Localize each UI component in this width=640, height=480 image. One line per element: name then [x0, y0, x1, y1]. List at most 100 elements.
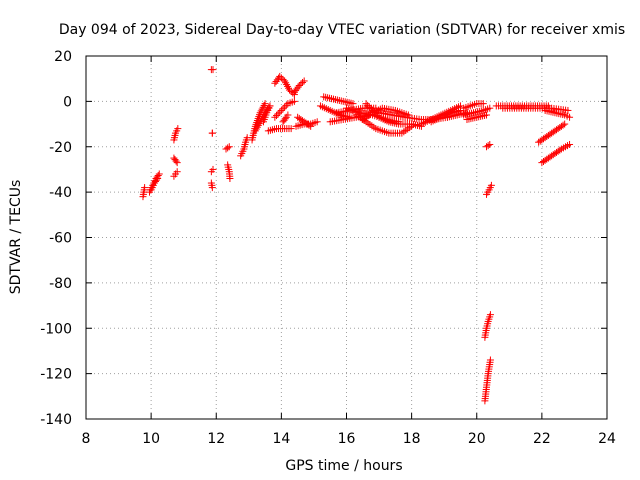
data-point — [274, 110, 282, 118]
y-tick-labels: 20 0 -20 -40 -60 -80 -100 -120 -140 — [40, 49, 72, 428]
data-point — [272, 112, 280, 120]
data-point — [141, 184, 149, 192]
x-tick-label: 10 — [142, 431, 160, 447]
data-point — [305, 121, 313, 129]
x-tick-label: 16 — [338, 431, 356, 447]
data-point — [487, 181, 495, 189]
data-point — [564, 106, 572, 114]
x-tick-label: 12 — [207, 431, 225, 447]
y-tick-label: -140 — [40, 412, 72, 428]
data-point — [174, 125, 182, 133]
data-point — [277, 106, 285, 114]
data-point — [254, 121, 262, 129]
data-point — [283, 81, 291, 89]
data-point — [208, 184, 216, 192]
data-point — [255, 120, 263, 128]
data-point — [300, 77, 308, 85]
data-point — [287, 88, 295, 96]
data-point — [276, 72, 284, 80]
data-point — [282, 101, 290, 109]
y-tick-label: 20 — [54, 49, 72, 65]
data-point — [294, 83, 302, 91]
data-point — [486, 104, 494, 112]
data-point — [260, 101, 268, 109]
data-point — [295, 81, 303, 89]
data-points — [139, 66, 574, 405]
data-point — [172, 157, 180, 165]
data-point — [367, 105, 375, 113]
data-point — [284, 111, 292, 119]
data-point — [561, 120, 569, 128]
x-axis-label: GPS time / hours — [285, 458, 402, 474]
x-tick-label: 8 — [82, 431, 91, 447]
data-point — [297, 80, 305, 88]
data-point — [226, 175, 234, 183]
x-tick-labels: 8 10 12 14 16 18 20 22 24 — [82, 431, 616, 447]
data-point — [349, 100, 357, 108]
data-point — [276, 108, 284, 116]
data-point — [261, 100, 269, 108]
y-axis-label: SDTVAR / TECUs — [8, 180, 24, 295]
x-tick-label: 14 — [272, 431, 290, 447]
data-point — [372, 110, 380, 118]
data-point — [290, 97, 298, 105]
data-point — [209, 165, 217, 173]
data-point — [313, 118, 321, 126]
data-point — [486, 140, 494, 148]
data-point — [281, 115, 289, 123]
data-point — [479, 100, 487, 108]
data-point — [484, 142, 492, 150]
data-point — [362, 100, 370, 108]
y-tick-label: -60 — [49, 231, 72, 247]
data-point — [251, 127, 259, 135]
data-point — [224, 144, 232, 152]
chart-title: Day 094 of 2023, Sidereal Day-to-day VTE… — [59, 22, 625, 38]
y-tick-label: -40 — [49, 185, 72, 201]
x-tick-label: 20 — [468, 431, 486, 447]
data-point — [153, 176, 161, 184]
y-tick-label: -20 — [49, 140, 72, 156]
y-tick-label: -80 — [49, 276, 72, 292]
data-point — [173, 159, 181, 167]
data-point — [566, 140, 574, 148]
data-point — [299, 78, 307, 86]
data-point — [373, 112, 381, 120]
data-point — [253, 123, 261, 131]
data-point — [486, 311, 494, 319]
data-point — [173, 168, 181, 176]
y-tick-label: 0 — [63, 94, 72, 110]
data-point — [208, 129, 216, 137]
data-point — [209, 66, 217, 74]
data-point — [155, 170, 163, 178]
data-point — [364, 101, 372, 109]
data-point — [365, 103, 373, 111]
data-point — [154, 175, 162, 183]
data-point — [277, 74, 285, 82]
data-point — [282, 79, 290, 87]
data-point — [370, 108, 378, 116]
data-point — [271, 113, 279, 121]
data-point — [559, 121, 567, 129]
x-tick-label: 22 — [533, 431, 551, 447]
data-point — [281, 77, 289, 85]
data-point — [281, 103, 289, 111]
data-point — [483, 111, 491, 119]
data-point — [287, 125, 295, 133]
data-point — [225, 143, 233, 151]
data-point — [286, 86, 294, 94]
data-point — [252, 125, 260, 133]
data-point — [307, 122, 315, 130]
y-tick-label: -100 — [40, 321, 72, 337]
y-tick-label: -120 — [40, 367, 72, 383]
data-point — [279, 105, 287, 113]
data-point — [154, 171, 162, 179]
x-tick-label: 24 — [598, 431, 616, 447]
data-point — [486, 356, 494, 364]
axis-ticks — [85, 55, 608, 420]
data-point — [284, 82, 292, 90]
data-point — [556, 146, 564, 154]
data-point — [266, 102, 274, 110]
data-point — [369, 106, 377, 114]
